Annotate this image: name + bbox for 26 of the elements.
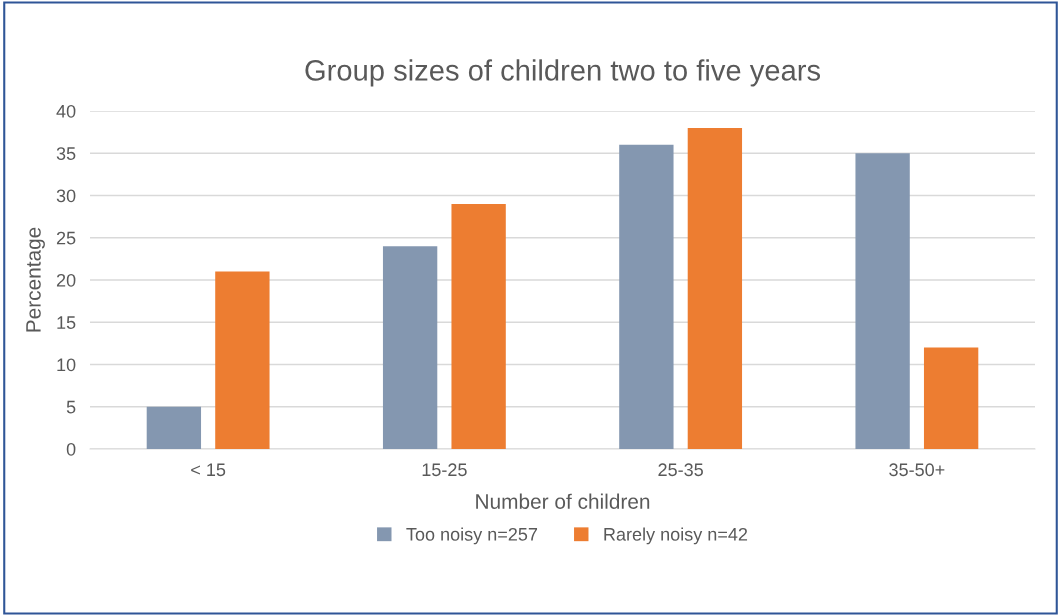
- legend-label: Rarely noisy n=42: [604, 527, 748, 545]
- legend-label: Too noisy n=257: [406, 527, 538, 545]
- bar: [382, 246, 438, 449]
- y-tick-label: 35: [56, 147, 76, 160]
- x-axis-title: Number of children: [476, 493, 650, 509]
- bar: [146, 406, 202, 449]
- bar: [855, 153, 910, 449]
- bar: [619, 144, 674, 449]
- y-tick-label: 25: [56, 231, 76, 245]
- x-tick-label: 35-50+: [889, 463, 945, 477]
- x-tick-label: 25-35: [658, 463, 703, 477]
- y-tick-label: 15: [57, 316, 76, 329]
- y-axis-title: Percentage: [26, 227, 45, 332]
- bar: [923, 347, 979, 449]
- y-tick-label: 0: [66, 442, 76, 456]
- y-tick-label: 10: [57, 358, 76, 372]
- bar: [451, 203, 506, 449]
- y-tick-label: 20: [56, 273, 76, 287]
- y-tick-label: 40: [56, 104, 76, 118]
- y-tick-label: 5: [66, 400, 76, 414]
- x-tick-label: < 15: [191, 463, 226, 477]
- bar: [215, 271, 270, 449]
- x-tick-label: 15-25: [422, 463, 467, 477]
- chart-title: Group sizes of children two to five years: [305, 59, 821, 87]
- bar: [687, 127, 743, 449]
- y-tick-label: 30: [56, 189, 76, 203]
